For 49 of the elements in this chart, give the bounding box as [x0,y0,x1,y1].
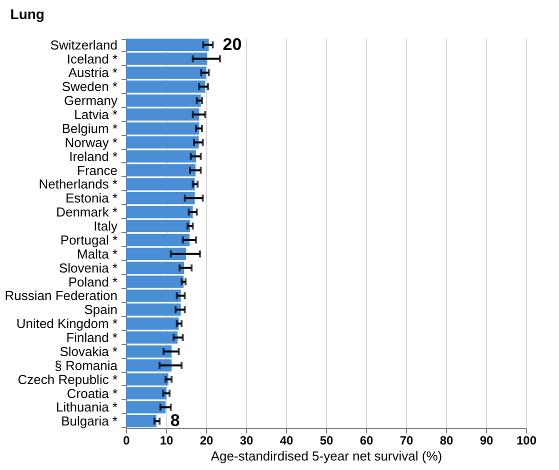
y-tick-label: Switzerland [50,37,118,52]
x-tick-label: 20 [200,434,214,448]
bar [126,108,200,121]
y-tick-label: Ireland * [69,148,118,164]
bar [126,122,200,135]
y-tick-label: Norway * [64,134,118,150]
y-tick-label: Portugal * [60,232,118,248]
annotation: 20 [222,34,242,54]
x-tick-label: 70 [400,434,414,448]
chart-title: Lung [10,6,44,22]
annotation: 8 [170,411,180,430]
x-tick-label: 30 [240,434,254,448]
y-tick-label: § Romania [54,358,118,373]
y-tick-label: Iceland * [66,51,118,66]
y-tick-label: Slovenia * [58,260,118,276]
y-tick-label: Bulgaria * [61,414,118,429]
y-tick-label: Latvia * [74,107,118,122]
y-tick-label: Spain [84,302,118,318]
y-tick-label: United Kingdom * [16,316,118,332]
y-tick-label: Poland * [68,274,118,290]
y-tick-label: Finland * [66,330,118,346]
y-tick-label: Estonia * [65,190,118,206]
x-tick-label: 100 [516,434,537,448]
y-tick-label: Malta * [77,246,118,262]
x-tick-label: 0 [123,434,130,448]
bar [126,345,172,358]
y-tick-label: Belgium * [62,120,118,136]
bar [126,234,190,246]
x-tick-label: 10 [160,434,174,448]
y-tick-label: Croatia * [66,386,118,401]
y-tick-label: Italy [94,218,118,234]
bar [126,331,178,344]
x-tick-label: 50 [320,434,334,448]
y-tick-label: Netherlands * [38,176,118,192]
x-tick-label: 40 [280,434,294,448]
y-tick-label: Russian Federation [4,288,118,304]
y-tick-label: Czech Republic * [18,372,118,387]
y-tick-label: Sweden * [62,79,118,94]
x-tick-label: 60 [360,434,374,448]
y-tick-label: Lithuania * [56,400,118,415]
bar [126,220,190,232]
y-tick-label: Germany [64,93,118,108]
y-tick-label: Slovakia * [60,344,118,359]
y-tick-label: Austria * [68,65,118,80]
x-tick-label: 90 [480,434,494,448]
y-tick-label: France [77,162,118,178]
x-axis-title: Age-standirdised 5-year net survival (%) [210,448,442,464]
x-tick-label: 80 [440,434,454,448]
y-tick-label: Denmark * [56,204,118,220]
